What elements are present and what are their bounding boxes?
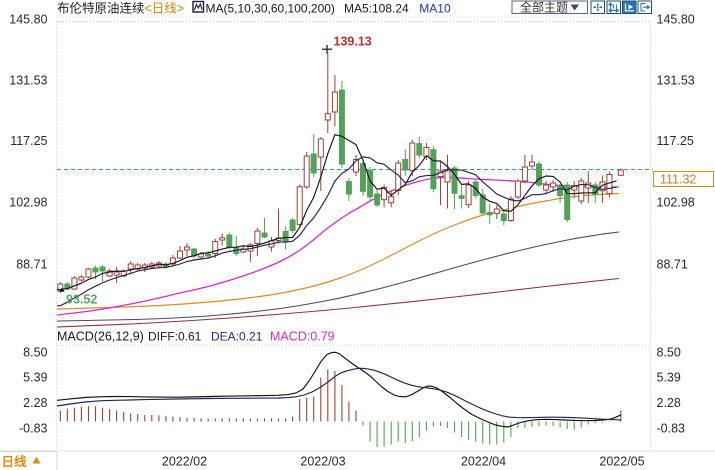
svg-text:102.98: 102.98 [657,196,695,210]
svg-text:131.53: 131.53 [657,74,695,88]
svg-text:MACD:0.79: MACD:0.79 [270,330,335,344]
svg-text:5.39: 5.39 [657,371,681,385]
svg-text:2022/02: 2022/02 [162,455,207,469]
svg-text:MA(5,10,30,60,100,200): MA(5,10,30,60,100,200) [206,2,335,16]
svg-text:2.28: 2.28 [657,396,681,410]
svg-text:-0.83: -0.83 [19,422,48,436]
svg-text:DEA:0.21: DEA:0.21 [211,330,263,344]
svg-text:<日线>: <日线> [145,2,185,16]
svg-text:-0.83: -0.83 [657,422,686,436]
svg-text:MA5:108.24: MA5:108.24 [344,2,409,16]
svg-text:139.13: 139.13 [334,35,372,49]
svg-text:93.52: 93.52 [66,293,97,307]
svg-text:117.25: 117.25 [657,134,694,148]
svg-text:全部主题: 全部主题 [520,0,568,15]
svg-text:8.50: 8.50 [23,346,47,360]
svg-text:5.39: 5.39 [23,371,47,385]
svg-text:DIFF:0.61: DIFF:0.61 [148,330,202,344]
svg-text:145.80: 145.80 [9,13,47,27]
svg-text:131.53: 131.53 [9,74,47,88]
svg-text:8.50: 8.50 [657,346,681,360]
svg-text:102.98: 102.98 [9,196,47,210]
svg-text:111.32: 111.32 [660,173,696,187]
svg-text:MA10: MA10 [419,2,451,16]
svg-text:2022/03: 2022/03 [300,455,345,469]
svg-text:2.28: 2.28 [23,396,47,410]
svg-text:88.71: 88.71 [16,258,47,272]
svg-text:布伦特原油连续: 布伦特原油连续 [57,1,145,16]
svg-text:2022/04: 2022/04 [461,455,506,469]
svg-text:2022/05: 2022/05 [599,455,644,469]
svg-text:145.80: 145.80 [657,13,695,27]
svg-text:117.25: 117.25 [10,134,47,148]
svg-text:88.71: 88.71 [657,258,688,272]
svg-text:MACD(26,12,9): MACD(26,12,9) [57,330,144,344]
svg-text:日线: 日线 [2,454,28,469]
